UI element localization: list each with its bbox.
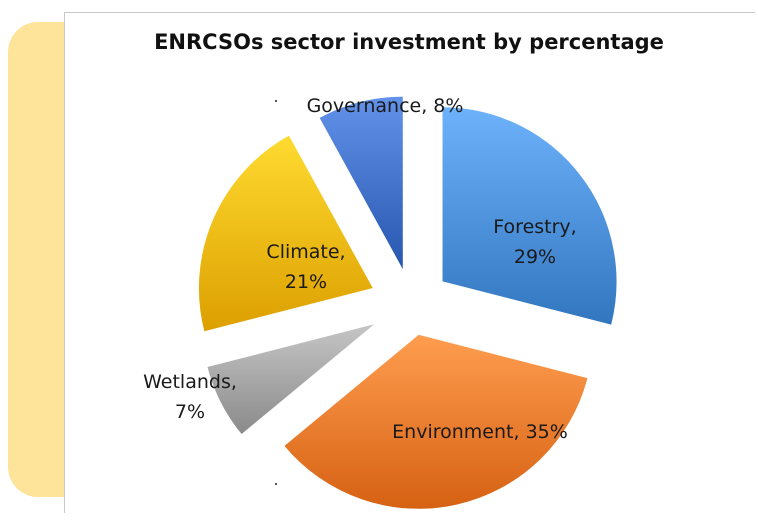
pie-slice-environment xyxy=(282,333,589,510)
pie-slice-wetlands xyxy=(206,322,377,436)
slice-label-climate: Climate, 21% xyxy=(266,241,345,293)
slice-label-environment: Environment, 35% xyxy=(392,421,568,443)
slice-label-forestry: Forestry, 29% xyxy=(493,216,576,268)
chart-title: ENRCSOs sector investment by percentage xyxy=(154,30,664,54)
marker-dot xyxy=(275,483,277,485)
pie-slice-forestry xyxy=(441,106,618,326)
slice-label-wetlands: Wetlands, 7% xyxy=(143,371,237,423)
pie-slice-governance xyxy=(318,95,404,272)
slice-label-governance: Governance, 8% xyxy=(307,95,464,117)
left-strip xyxy=(0,0,64,522)
marker-dot xyxy=(275,100,277,102)
left-accent-bar xyxy=(8,22,64,497)
pie-slice-climate xyxy=(197,134,375,333)
